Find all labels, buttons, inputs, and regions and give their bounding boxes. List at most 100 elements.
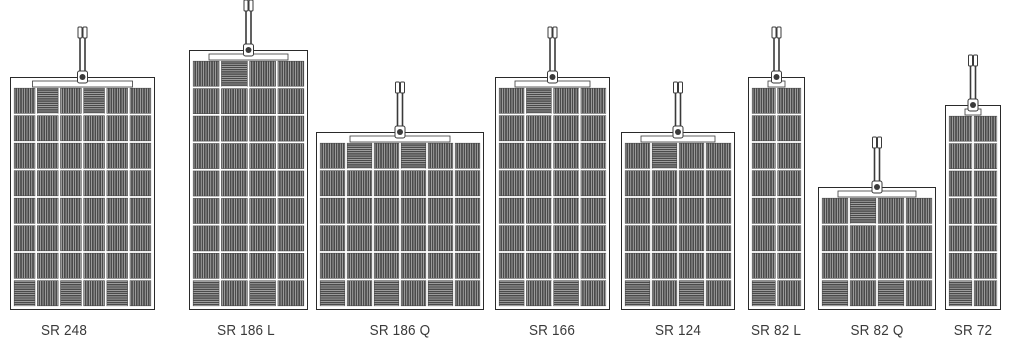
cell-pattern (752, 198, 775, 223)
solar-cell (319, 169, 346, 197)
cell-pattern (679, 171, 705, 196)
cell-pattern (850, 253, 876, 278)
solar-cell (220, 60, 249, 88)
cell-pattern (320, 143, 346, 168)
solar-cell (624, 279, 651, 307)
cell-pattern (974, 281, 997, 306)
cell-pattern (581, 198, 606, 223)
cell-pattern (130, 171, 151, 196)
cell-pattern (625, 198, 651, 223)
cell-pattern (130, 226, 151, 251)
cell-pattern (347, 226, 373, 251)
cell-pattern (679, 226, 705, 251)
cell-pattern (554, 143, 579, 168)
junction-box (32, 70, 133, 88)
cell-pattern (752, 143, 775, 168)
cell-pattern (278, 226, 303, 251)
solar-panel (10, 26, 155, 310)
cell-pattern (679, 253, 705, 278)
cell-pattern (347, 281, 373, 306)
solar-cell (651, 197, 678, 225)
solar-cell (624, 197, 651, 225)
solar-cell (651, 169, 678, 197)
cell-pattern (374, 253, 400, 278)
cell-pattern (347, 143, 372, 169)
junction-box (640, 125, 716, 143)
cell-pattern (37, 281, 58, 306)
cell-pattern (222, 253, 247, 279)
solar-cell (552, 169, 580, 197)
junction-box (964, 98, 982, 116)
cell-pattern (401, 198, 427, 223)
cell-pattern (250, 253, 275, 279)
cell-pattern (374, 171, 400, 196)
cell-pattern (250, 171, 275, 196)
solar-cell (552, 197, 580, 225)
solar-cell (624, 224, 651, 252)
cell-pattern (499, 226, 525, 251)
cell-pattern (499, 281, 524, 306)
solar-cell (678, 252, 705, 280)
solar-cell (427, 252, 454, 280)
solar-cell (319, 224, 346, 252)
solar-cell (373, 279, 400, 307)
cell-pattern (14, 253, 35, 278)
cell-pattern (850, 198, 876, 224)
solar-cell (948, 279, 973, 307)
solar-cell (498, 87, 526, 115)
solar-cell (319, 252, 346, 280)
solar-cell (400, 197, 427, 225)
cell-pattern (778, 88, 801, 113)
cell-pattern (428, 281, 453, 306)
cell-pattern (581, 253, 606, 278)
cell-pattern (974, 143, 997, 169)
cell-pattern (278, 116, 303, 141)
cell-pattern (625, 226, 651, 251)
solar-cell (454, 224, 481, 252)
cell-grid (192, 60, 305, 307)
solar-cell (400, 252, 427, 280)
cell-pattern (250, 143, 275, 169)
cell-pattern (752, 116, 775, 141)
solar-cell (751, 279, 777, 307)
cell-pattern (581, 143, 606, 168)
solar-cell (579, 142, 607, 170)
cell-pattern (850, 281, 876, 306)
cell-pattern (554, 116, 579, 141)
cell-pattern (949, 198, 972, 224)
cell-pattern (107, 253, 128, 278)
solar-cell (552, 142, 580, 170)
cell-pattern (625, 281, 650, 306)
cell-pattern (554, 253, 579, 278)
cell-pattern (527, 253, 552, 278)
cell-pattern (554, 171, 579, 196)
cell-pattern (14, 116, 35, 141)
cell-pattern (107, 281, 128, 306)
connector-cables (77, 26, 88, 71)
cell-pattern (107, 198, 128, 223)
cell-pattern (222, 116, 247, 141)
cell-pattern (625, 143, 651, 168)
solar-cell (525, 114, 553, 142)
cell-pattern (706, 198, 732, 223)
cell-pattern (752, 171, 775, 196)
cell-pattern (949, 143, 972, 169)
cell-pattern (778, 281, 801, 306)
cell-pattern (37, 253, 58, 278)
solar-cell (651, 224, 678, 252)
cell-pattern (706, 281, 732, 306)
solar-cell (579, 279, 607, 307)
cell-pattern (84, 143, 104, 168)
cell-pattern (949, 116, 972, 141)
cell-pattern (625, 171, 651, 196)
solar-cell (525, 142, 553, 170)
cell-pattern (14, 198, 35, 223)
solar-cell (346, 142, 373, 170)
solar-cell (373, 142, 400, 170)
cell-pattern (193, 198, 219, 224)
cell-pattern (320, 198, 346, 223)
solar-panel (748, 26, 805, 310)
cell-pattern (455, 171, 481, 196)
cell-pattern (581, 171, 606, 196)
solar-cell (678, 197, 705, 225)
